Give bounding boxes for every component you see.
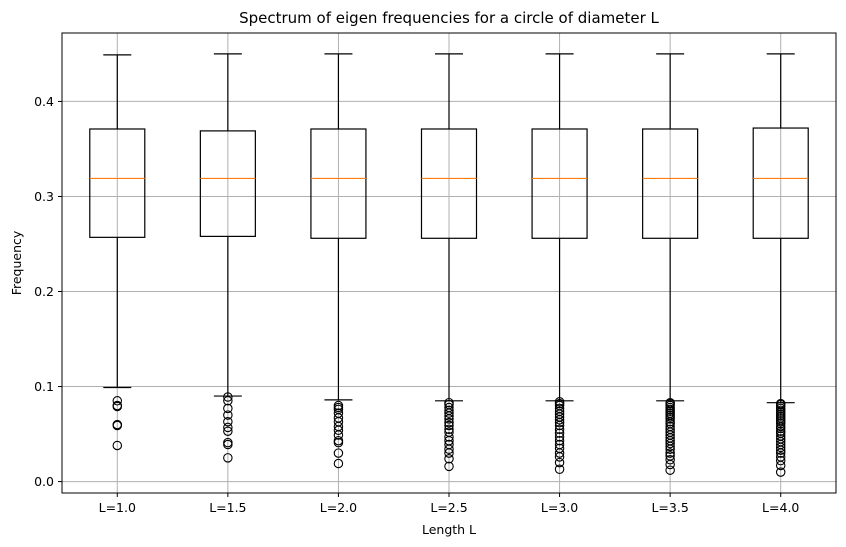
outlier-point bbox=[665, 441, 675, 452]
x-tick-label: L=3.0 bbox=[541, 500, 578, 515]
outlier-point bbox=[112, 401, 123, 412]
outlier-point bbox=[554, 417, 565, 428]
box-2 bbox=[199, 53, 256, 463]
outlier-point bbox=[444, 424, 454, 435]
outlier-point bbox=[333, 430, 344, 440]
outlier-point bbox=[444, 420, 454, 431]
outlier-point bbox=[554, 435, 565, 446]
y-axis-label: Frequency bbox=[9, 230, 24, 295]
outlier-point bbox=[223, 422, 233, 433]
x-tick-label: L=1.5 bbox=[209, 500, 246, 515]
outlier-point bbox=[112, 396, 123, 406]
iqr-box bbox=[420, 128, 478, 239]
iqr-box bbox=[531, 128, 588, 239]
outlier-point bbox=[665, 448, 675, 458]
outlier-point bbox=[112, 440, 123, 451]
box-1 bbox=[89, 54, 146, 451]
outlier-point bbox=[554, 432, 565, 442]
iqr-box bbox=[199, 130, 256, 237]
iqr-box bbox=[642, 128, 699, 239]
outlier-point bbox=[775, 455, 786, 466]
x-axis-label: Length L bbox=[422, 522, 476, 537]
outlier-point bbox=[554, 457, 565, 468]
outlier-point bbox=[444, 444, 454, 455]
box-4 bbox=[420, 53, 478, 472]
outlier-point bbox=[444, 448, 454, 458]
outlier-point bbox=[665, 454, 675, 465]
outlier-point bbox=[554, 464, 565, 474]
outlier-point bbox=[775, 418, 786, 429]
outlier-point bbox=[223, 426, 233, 436]
outlier-point bbox=[223, 403, 233, 414]
box-5 bbox=[531, 53, 588, 474]
outlier-point bbox=[444, 417, 454, 428]
outlier-point bbox=[444, 461, 454, 472]
outlier-point bbox=[223, 439, 233, 450]
chart-title: Spectrum of eigen frequencies for a circ… bbox=[239, 9, 659, 27]
outlier-point bbox=[665, 465, 675, 475]
x-tick-label: L=3.5 bbox=[651, 500, 688, 515]
outlier-point bbox=[775, 423, 786, 434]
box-3 bbox=[310, 53, 367, 469]
outlier-point bbox=[775, 442, 786, 453]
axis-ticks: 0.0 0.1 0.2 0.3 0.4 L=1.0 L=1.5 L=2.0 L=2.5 L=3.0… bbox=[34, 94, 799, 515]
y-tick-label: 0.3 bbox=[34, 189, 54, 204]
outlier-point bbox=[444, 432, 454, 442]
outlier-point bbox=[554, 428, 565, 438]
outlier-point bbox=[775, 467, 786, 477]
outlier-point bbox=[333, 458, 344, 469]
outlier-point bbox=[665, 414, 675, 424]
outlier-point bbox=[665, 459, 675, 470]
box-7 bbox=[752, 53, 809, 477]
x-tick-label: L=1.0 bbox=[99, 500, 136, 515]
y-tick-label: 0.4 bbox=[34, 94, 54, 109]
outlier-point bbox=[333, 448, 344, 458]
iqr-box bbox=[310, 128, 367, 239]
outlier-point bbox=[554, 452, 565, 462]
iqr-box bbox=[752, 127, 809, 239]
outlier-point bbox=[223, 453, 233, 463]
outlier-point bbox=[223, 410, 233, 420]
iqr-box bbox=[89, 128, 146, 238]
y-tick-label: 0.0 bbox=[34, 474, 54, 489]
outlier-point bbox=[665, 438, 675, 449]
box-6 bbox=[642, 53, 699, 475]
outlier-point bbox=[554, 424, 565, 435]
outlier-point bbox=[775, 445, 786, 455]
x-tick-label: L=2.0 bbox=[320, 500, 357, 515]
outlier-point bbox=[554, 448, 565, 458]
outlier-point bbox=[333, 425, 344, 436]
outlier-point bbox=[554, 420, 565, 431]
x-tick-label: L=4.0 bbox=[762, 500, 799, 515]
boxes-layer bbox=[89, 53, 809, 477]
x-tick-label: L=2.5 bbox=[430, 500, 467, 515]
outlier-point bbox=[112, 420, 123, 431]
outlier-point bbox=[665, 444, 675, 455]
outlier-point bbox=[333, 437, 344, 448]
outlier-point bbox=[444, 408, 454, 418]
outlier-point bbox=[775, 448, 786, 458]
y-tick-label: 0.1 bbox=[34, 379, 54, 394]
outlier-point bbox=[554, 415, 565, 425]
outlier-point bbox=[444, 411, 454, 421]
outlier-point bbox=[223, 396, 233, 406]
outlier-point bbox=[223, 416, 233, 427]
y-tick-label: 0.2 bbox=[34, 284, 54, 299]
outlier-point bbox=[444, 454, 454, 464]
outlier-point bbox=[444, 414, 454, 424]
outlier-point bbox=[223, 392, 233, 402]
outlier-point bbox=[775, 460, 786, 471]
